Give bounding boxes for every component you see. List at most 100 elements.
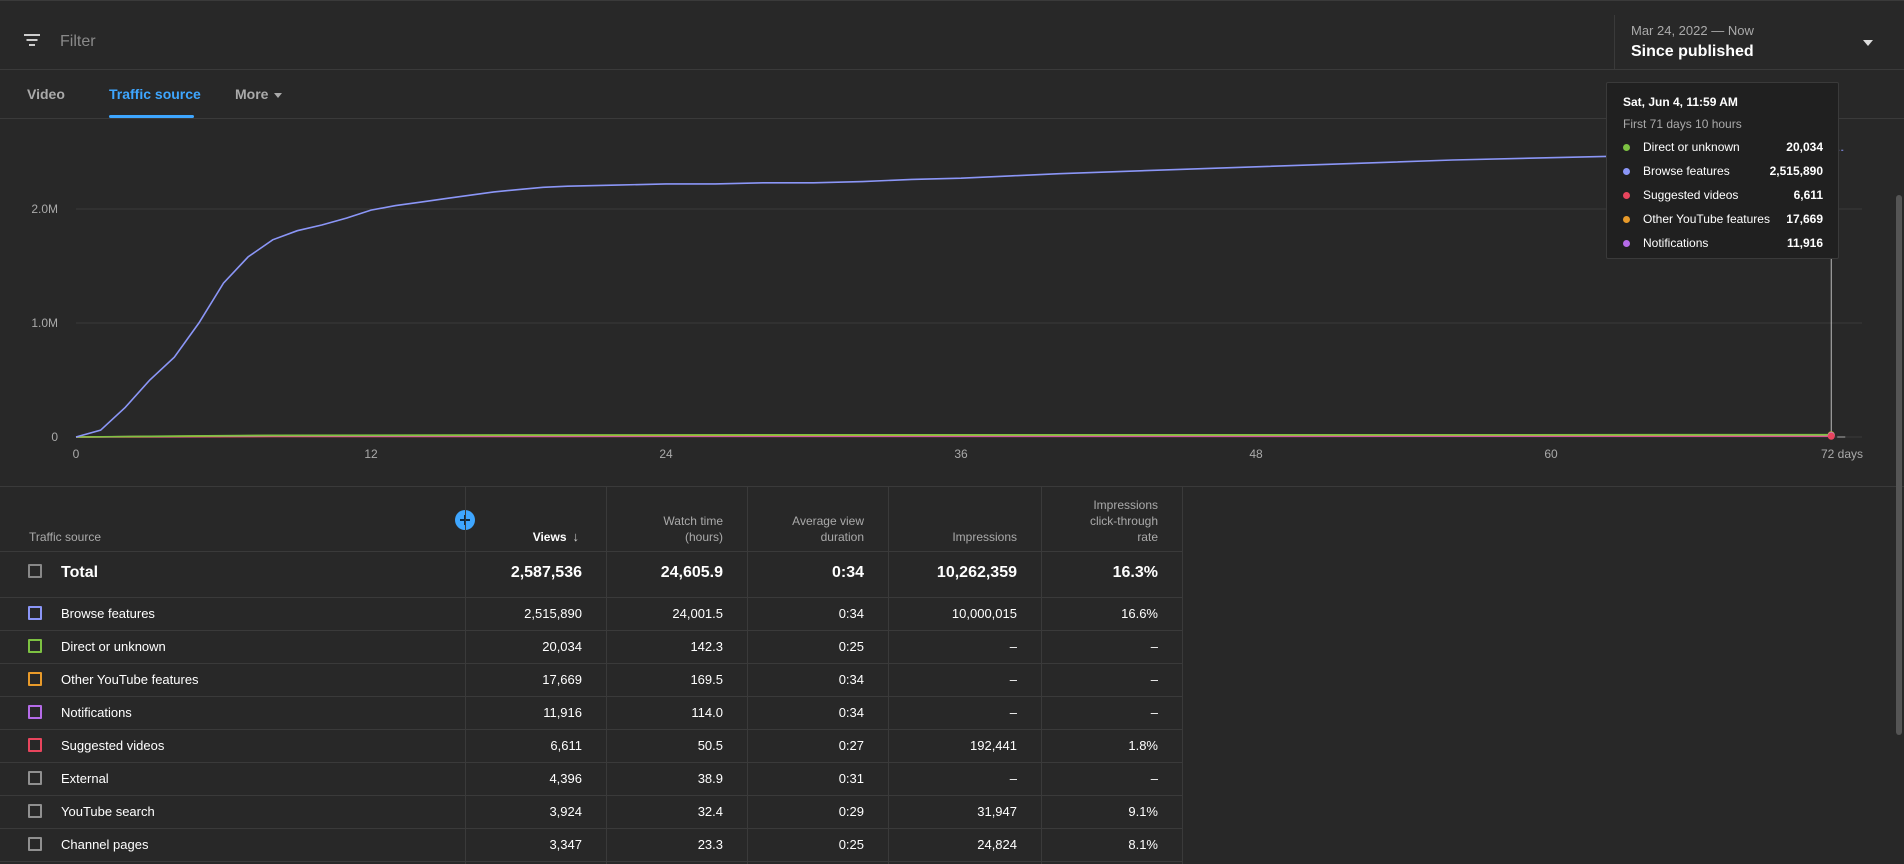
col-header-views[interactable]: Views ↓ xyxy=(533,529,579,545)
tooltip-value: 20,034 xyxy=(1786,140,1823,154)
row-divider xyxy=(0,795,1183,796)
cell-views: 11,916 xyxy=(543,705,582,720)
tooltip-value: 17,669 xyxy=(1786,212,1823,226)
cell-views: 20,034 xyxy=(542,639,582,654)
table-row[interactable]: Notifications 11,916 114.0 0:34 – – xyxy=(0,696,1183,729)
row-checkbox[interactable] xyxy=(28,705,42,719)
col-header-avg-view-duration[interactable]: Average view duration xyxy=(792,513,864,545)
sort-down-icon[interactable]: ↓ xyxy=(572,529,580,544)
cell-avg-view-duration: 0:34 xyxy=(838,705,864,720)
cell-ctr: 1.8% xyxy=(1128,738,1158,753)
x-tick-label: 60 xyxy=(1544,447,1558,461)
cell-views: 6,611 xyxy=(550,738,582,753)
filter-icon[interactable] xyxy=(22,34,42,50)
y-tick-label: 2.0M xyxy=(31,202,58,216)
cell-watch-time: 114.0 xyxy=(691,705,723,720)
cell-watch-time: 24,605.9 xyxy=(660,564,723,581)
table-row-total[interactable]: Total 2,587,536 24,605.9 0:34 10,262,359… xyxy=(0,551,1183,597)
row-divider xyxy=(0,828,1183,829)
chart-tooltip: Sat, Jun 4, 11:59 AM First 71 days 10 ho… xyxy=(1606,82,1839,259)
tooltip-label: Notifications xyxy=(1643,236,1709,250)
cell-views: 2,587,536 xyxy=(510,564,582,581)
row-divider xyxy=(0,696,1183,697)
x-tick-label: 48 xyxy=(1249,447,1263,461)
cell-impressions: – xyxy=(1009,771,1017,786)
tab-more-label: More xyxy=(235,86,269,102)
table-row[interactable]: Direct or unknown 20,034 142.3 0:25 – – xyxy=(0,630,1183,663)
cell-impressions: 10,000,015 xyxy=(951,606,1017,621)
row-checkbox[interactable] xyxy=(28,564,42,578)
series-point xyxy=(1827,432,1835,440)
cell-impressions: 31,947 xyxy=(977,804,1017,819)
cell-impressions: – xyxy=(1009,639,1017,654)
row-divider xyxy=(0,551,1183,552)
row-label: YouTube search xyxy=(61,804,155,819)
tab-traffic-source[interactable]: Traffic source xyxy=(109,86,201,102)
cell-watch-time: 142.3 xyxy=(690,639,723,654)
date-range-selector[interactable]: Mar 24, 2022 — Now Since published xyxy=(1614,15,1904,70)
row-label: Notifications xyxy=(61,705,132,720)
page-scrollbar[interactable] xyxy=(1896,195,1902,735)
table-row[interactable]: External 4,396 38.9 0:31 – – xyxy=(0,762,1183,795)
row-checkbox[interactable] xyxy=(28,771,42,785)
x-tick-label: 24 xyxy=(659,447,673,461)
row-divider xyxy=(0,663,1183,664)
col-header-ctr-line3: rate xyxy=(1137,530,1158,544)
col-header-ctr[interactable]: Impressions click-through rate xyxy=(1090,497,1158,545)
col-header-impressions[interactable]: Impressions xyxy=(952,530,1017,544)
row-label: Browse features xyxy=(61,606,155,621)
row-checkbox[interactable] xyxy=(28,672,42,686)
column-divider xyxy=(465,487,466,864)
row-checkbox[interactable] xyxy=(28,837,42,851)
col-header-traffic-source: Traffic source xyxy=(29,530,102,544)
row-checkbox[interactable] xyxy=(28,738,42,752)
cell-impressions: 24,824 xyxy=(977,837,1017,852)
legend-dot xyxy=(1623,216,1630,223)
cell-views: 3,924 xyxy=(549,804,582,819)
row-divider xyxy=(0,861,1183,862)
tab-video[interactable]: Video xyxy=(27,86,65,102)
filter-input[interactable]: Filter xyxy=(60,33,96,50)
x-tick-label: 0 xyxy=(73,447,80,461)
cell-views: 4,396 xyxy=(549,771,582,786)
cell-impressions: 192,441 xyxy=(970,738,1017,753)
row-divider xyxy=(0,729,1183,730)
cell-ctr: 9.1% xyxy=(1128,804,1158,819)
col-header-watch-time[interactable]: Watch time (hours) xyxy=(663,513,723,545)
row-checkbox[interactable] xyxy=(28,606,42,620)
table-row[interactable]: Suggested videos 6,611 50.5 0:27 192,441… xyxy=(0,729,1183,762)
column-divider xyxy=(888,487,889,864)
table-row[interactable]: YouTube search 3,924 32.4 0:29 31,947 9.… xyxy=(0,795,1183,828)
column-divider xyxy=(606,487,607,864)
row-divider xyxy=(0,597,1183,598)
tooltip-row: Direct or unknown 20,034 xyxy=(1623,139,1823,155)
cell-watch-time: 169.5 xyxy=(690,672,723,687)
cell-watch-time: 23.3 xyxy=(697,837,723,852)
filter-bar: Filter Mar 24, 2022 — Now Since publishe… xyxy=(0,0,1904,70)
chevron-down-icon[interactable] xyxy=(1863,40,1873,46)
divider xyxy=(0,486,1904,487)
tooltip-value: 11,916 xyxy=(1786,236,1823,250)
tooltip-value: 6,611 xyxy=(1793,188,1823,202)
series-line xyxy=(75,149,1832,438)
cell-ctr: 16.3% xyxy=(1112,564,1158,581)
col-header-avd-line1: Average view xyxy=(792,514,864,528)
table-row[interactable]: Other YouTube features 17,669 169.5 0:34… xyxy=(0,663,1183,696)
active-tab-indicator xyxy=(109,115,194,118)
cell-impressions: – xyxy=(1009,672,1017,687)
series-line xyxy=(75,433,1832,438)
tab-bar: Video Traffic source More xyxy=(0,70,1904,119)
x-tick-label: 36 xyxy=(954,447,968,461)
table-row[interactable]: Browse features 2,515,890 24,001.5 0:34 … xyxy=(0,597,1183,630)
table-row[interactable]: Channel pages 3,347 23.3 0:25 24,824 8.1… xyxy=(0,828,1183,861)
tooltip-value: 2,515,890 xyxy=(1769,164,1823,178)
tooltip-label: Suggested videos xyxy=(1643,188,1739,202)
tab-more[interactable]: More xyxy=(235,86,283,102)
cell-impressions: – xyxy=(1009,705,1017,720)
cell-avg-view-duration: 0:25 xyxy=(838,639,864,654)
row-checkbox[interactable] xyxy=(28,639,42,653)
legend-dot xyxy=(1623,144,1630,151)
row-checkbox[interactable] xyxy=(28,804,42,818)
cell-ctr: – xyxy=(1150,639,1158,654)
